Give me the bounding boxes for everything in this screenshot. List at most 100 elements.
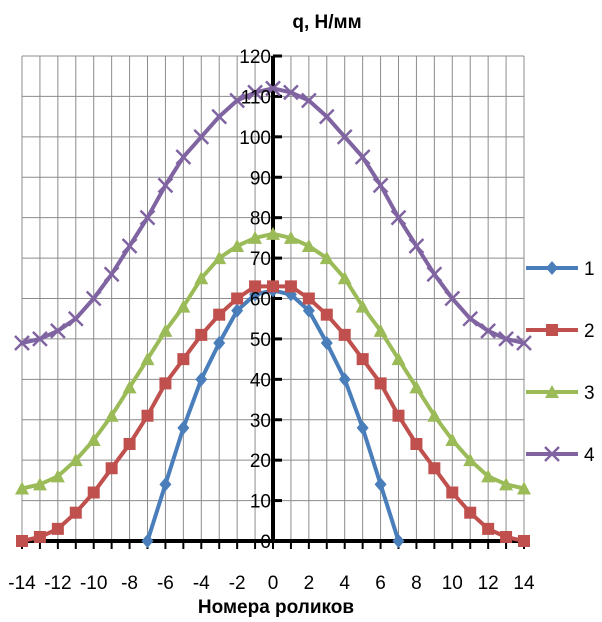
x-tick-label: 10 bbox=[442, 573, 463, 594]
x-tick-label: -10 bbox=[80, 573, 107, 594]
data-point bbox=[462, 310, 479, 327]
x-tick-label: 4 bbox=[339, 573, 350, 594]
data-point bbox=[231, 292, 244, 305]
data-point bbox=[445, 432, 460, 446]
data-point bbox=[121, 238, 138, 254]
data-point bbox=[211, 108, 228, 125]
data-point bbox=[300, 92, 317, 109]
data-point bbox=[283, 84, 299, 101]
data-point bbox=[32, 331, 48, 347]
y-tick-label: 40 bbox=[250, 370, 271, 391]
data-point bbox=[518, 535, 530, 547]
data-point bbox=[320, 308, 333, 321]
data-point bbox=[302, 303, 315, 318]
data-point bbox=[213, 335, 226, 350]
x-tick-label: 8 bbox=[411, 573, 422, 594]
data-point bbox=[122, 380, 137, 394]
data-point bbox=[175, 149, 192, 165]
data-point bbox=[247, 84, 263, 101]
series-3 bbox=[15, 226, 531, 495]
data-point bbox=[481, 469, 496, 483]
y-tick-labels: 0 10 20 30 40 50 60 70 80 90 100 110 120 bbox=[239, 47, 271, 553]
data-point bbox=[230, 238, 245, 252]
axes bbox=[21, 54, 525, 549]
data-point bbox=[51, 522, 64, 535]
data-point bbox=[390, 209, 407, 226]
y-tick-label: 80 bbox=[250, 209, 271, 230]
legend-marker bbox=[546, 261, 558, 275]
y-tick-label: 60 bbox=[250, 290, 271, 311]
data-point bbox=[464, 506, 477, 519]
data-point bbox=[410, 438, 423, 450]
data-point bbox=[68, 453, 83, 467]
data-point bbox=[104, 408, 119, 422]
data-point bbox=[265, 80, 281, 97]
legend-marker bbox=[545, 385, 559, 398]
data-point bbox=[229, 92, 246, 109]
data-point bbox=[248, 230, 263, 244]
y-tick-label: 90 bbox=[250, 168, 271, 189]
data-point bbox=[32, 477, 47, 491]
data-point bbox=[391, 352, 406, 366]
data-point bbox=[50, 469, 65, 483]
data-point bbox=[428, 462, 441, 475]
data-point bbox=[140, 352, 155, 366]
data-point bbox=[14, 335, 30, 351]
x-tick-label: 2 bbox=[304, 573, 315, 594]
legend-item-4: 4 bbox=[526, 445, 595, 466]
x-tick-label: -12 bbox=[44, 573, 71, 594]
data-point bbox=[139, 209, 156, 226]
legend-label: 3 bbox=[584, 383, 595, 404]
data-point bbox=[284, 280, 297, 293]
data-point bbox=[374, 477, 387, 492]
data-point bbox=[67, 310, 84, 327]
data-point bbox=[392, 409, 405, 422]
data-point bbox=[85, 290, 102, 307]
data-point bbox=[16, 535, 28, 547]
data-point bbox=[374, 377, 387, 390]
y-tick-label: 70 bbox=[250, 249, 271, 270]
y-tick-label: 110 bbox=[241, 87, 271, 108]
data-point bbox=[500, 530, 513, 543]
data-point bbox=[372, 177, 389, 194]
x-tick-label: -8 bbox=[121, 573, 138, 594]
series-2 bbox=[16, 280, 530, 547]
legend: 1 2 3 4 bbox=[526, 259, 595, 466]
data-point bbox=[195, 328, 208, 341]
data-point bbox=[302, 292, 315, 305]
series-4 bbox=[14, 80, 532, 351]
data-point bbox=[49, 322, 66, 339]
data-point bbox=[354, 149, 371, 165]
data-point bbox=[373, 323, 388, 337]
data-point bbox=[177, 353, 190, 366]
y-tick-label: 0 bbox=[260, 532, 271, 553]
data-point bbox=[356, 420, 369, 435]
data-point bbox=[446, 486, 459, 499]
data-point bbox=[266, 226, 280, 240]
legend-item-2: 2 bbox=[526, 321, 595, 342]
data-point bbox=[158, 323, 173, 337]
data-point bbox=[392, 534, 405, 548]
legend-label: 1 bbox=[584, 259, 595, 280]
data-point bbox=[338, 372, 351, 387]
data-point bbox=[213, 308, 226, 321]
data-point bbox=[482, 522, 495, 535]
data-point bbox=[301, 238, 316, 252]
y-tick-label: 100 bbox=[239, 128, 271, 149]
data-point bbox=[86, 432, 101, 446]
y-tick-label: 120 bbox=[239, 47, 271, 68]
data-point bbox=[355, 299, 370, 313]
x-axis-label: Номера роликов bbox=[198, 597, 354, 618]
data-point bbox=[480, 322, 497, 339]
data-point bbox=[338, 328, 351, 341]
data-point bbox=[336, 128, 353, 145]
data-point bbox=[318, 108, 335, 125]
legend-label: 4 bbox=[584, 445, 595, 466]
data-point bbox=[444, 290, 461, 307]
data-point bbox=[157, 177, 174, 194]
data-point bbox=[103, 266, 120, 283]
y-tick-label: 30 bbox=[250, 411, 271, 432]
x-tick-label: -6 bbox=[157, 573, 174, 594]
data-point bbox=[123, 438, 136, 450]
